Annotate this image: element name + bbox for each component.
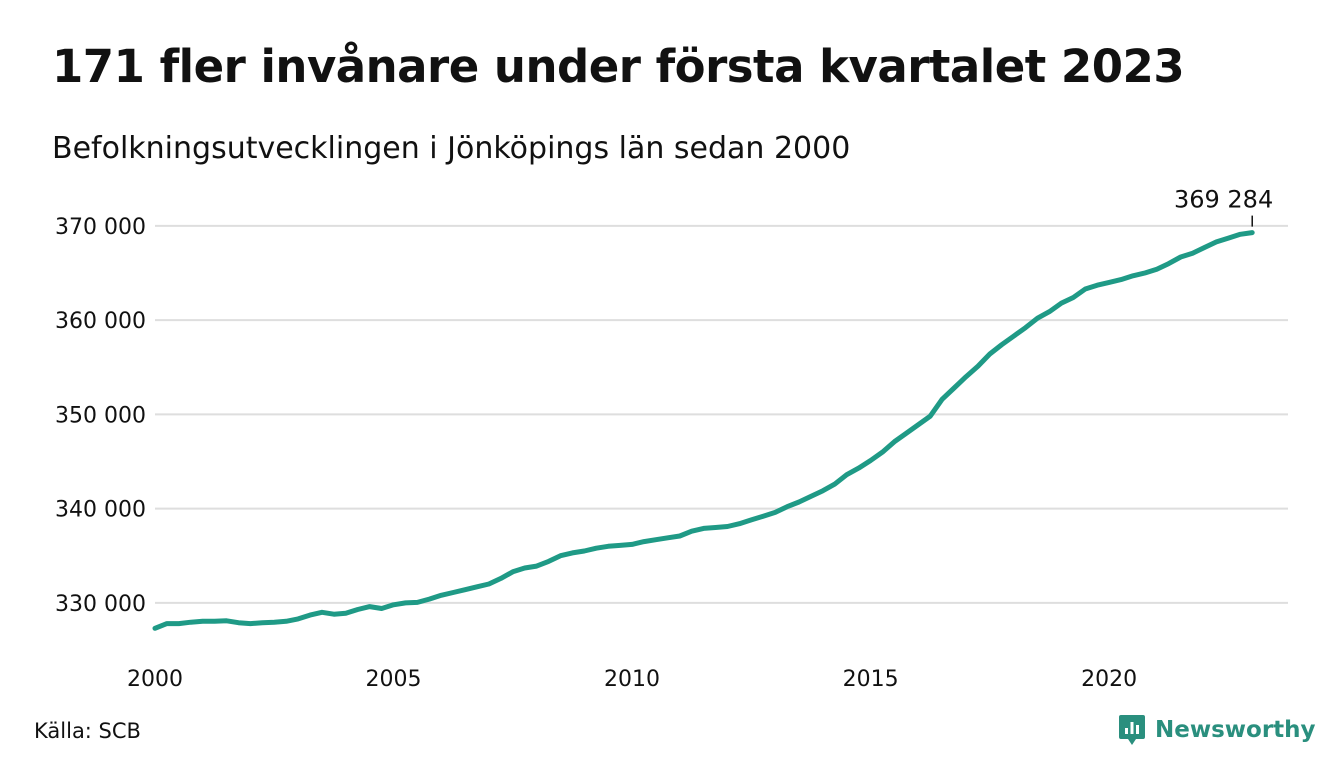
x-tick-label: 2005	[366, 667, 422, 692]
y-tick-label: 350 000	[55, 403, 146, 428]
annotation-label: 369 284	[1174, 186, 1273, 214]
newsworthy-logo-icon	[1119, 715, 1145, 745]
x-tick-label: 2015	[843, 667, 899, 692]
brand-name: Newsworthy	[1155, 717, 1316, 743]
brand-logo[interactable]: Newsworthy	[1118, 714, 1316, 746]
y-tick-label: 340 000	[55, 498, 146, 523]
y-tick-label: 370 000	[55, 215, 146, 240]
y-tick-label: 360 000	[55, 309, 146, 334]
chart-subtitle: Befolkningsutvecklingen i Jönköpings län…	[52, 131, 851, 166]
series-line	[152, 230, 1255, 631]
x-tick-label: 2010	[604, 667, 660, 692]
x-tick-label: 2000	[127, 667, 183, 692]
x-tick-label: 2020	[1081, 667, 1137, 692]
chart-title: 171 fler invånare under första kvartalet…	[52, 40, 1185, 93]
y-tick-label: 330 000	[55, 592, 146, 617]
source-note: Källa: SCB	[34, 719, 141, 743]
